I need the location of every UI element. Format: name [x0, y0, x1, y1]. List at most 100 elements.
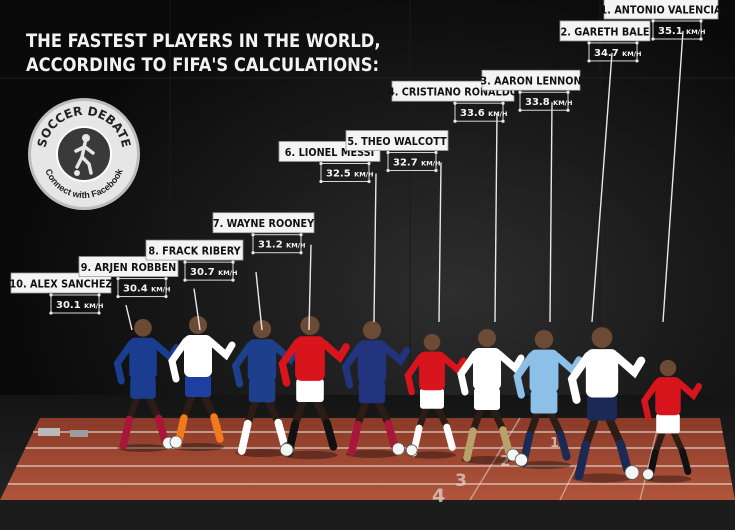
player-figure — [640, 359, 703, 483]
corner-dot — [453, 101, 457, 105]
speed-value-label: 34.7 KM/H — [594, 48, 641, 59]
corner-dot — [386, 168, 390, 173]
corner-dot — [319, 179, 323, 184]
player-figure — [231, 320, 301, 458]
player-name-label: 10. ALEX SANCHEZ — [9, 278, 112, 291]
speed-value-box — [117, 278, 167, 298]
corner-dot — [699, 37, 703, 41]
speed-value-box — [519, 91, 569, 111]
connector-line — [591, 52, 613, 323]
speed-value-box — [50, 294, 100, 314]
corner-dot — [386, 150, 390, 155]
corner-dot — [231, 278, 235, 282]
corner-dot — [183, 260, 187, 264]
speed-value-label: 33.8 KM/H — [525, 97, 572, 108]
corner-dot — [116, 276, 120, 281]
title-line-1: THE FASTEST PLAYERS IN THE WORLD, — [26, 30, 381, 52]
connector-line — [193, 288, 201, 331]
speed-value-label: 30.4 KM/H — [123, 284, 170, 295]
corner-dot — [231, 260, 235, 264]
connector-line — [549, 102, 553, 323]
player-figure — [278, 316, 350, 460]
player-name-box — [145, 239, 244, 261]
corner-dot — [651, 19, 655, 23]
corner-dot — [518, 90, 522, 94]
track-number: 4 — [432, 485, 445, 507]
corner-dot — [164, 276, 168, 281]
corner-dot — [587, 59, 591, 63]
corner-dot — [251, 251, 255, 255]
player-name-box — [10, 272, 112, 294]
corner-dot — [566, 108, 570, 112]
track-number: 2 — [500, 452, 510, 470]
speed-value-label: 35.1 KM/H — [658, 26, 705, 37]
corner-dot — [49, 293, 53, 297]
corner-dot — [453, 119, 457, 123]
player-name-label: 3. AARON LENNON — [480, 75, 581, 88]
speed-value-box — [252, 234, 302, 254]
player-name-box — [345, 130, 449, 151]
corner-dot — [501, 119, 505, 123]
starting-block — [38, 428, 60, 436]
player-figure — [457, 329, 525, 464]
player-name-box — [212, 212, 315, 234]
speed-value-label: 32.5 KM/H — [326, 168, 373, 179]
corner-dot — [434, 150, 438, 155]
speed-value-box — [588, 42, 638, 62]
track-lanes: 1 2 34 — [7, 417, 733, 507]
speed-value-label: 30.7 KM/H — [190, 267, 237, 278]
connector-line — [662, 30, 684, 323]
track-number: 3 — [455, 471, 467, 491]
soccer-debate-logo[interactable]: SOCCER DEBATE Connect with Facebook — [28, 98, 140, 210]
starting-block — [70, 430, 88, 437]
corner-dot — [566, 90, 570, 94]
player-name-box — [481, 69, 581, 91]
connector-line — [373, 173, 377, 323]
speed-value-label: 30.1 KM/H — [56, 300, 103, 311]
corner-dot — [501, 101, 505, 105]
corner-dot — [164, 294, 168, 299]
corner-dot — [587, 41, 591, 45]
corner-dot — [635, 59, 639, 63]
title-line-2: ACCORDING TO FIFA'S CALCULATIONS: — [26, 54, 380, 76]
speed-value-box — [387, 152, 437, 172]
speed-value-box — [454, 102, 504, 122]
player-name-label: 5. THEO WALCOTT — [347, 135, 447, 148]
player-name-label: 1. ANTONIO VALENCIA — [601, 4, 722, 17]
player-name-box — [603, 0, 719, 20]
corner-dot — [699, 19, 703, 23]
speed-value-box — [184, 261, 234, 281]
corner-dot — [299, 251, 303, 255]
player-figure — [168, 316, 236, 451]
connector-line — [308, 244, 312, 331]
player-figure — [567, 327, 646, 483]
corner-dot — [367, 179, 371, 184]
corner-dot — [651, 37, 655, 41]
corner-dot — [183, 278, 187, 282]
player-figure — [341, 321, 411, 459]
connector-line — [255, 272, 263, 331]
corner-dot — [116, 294, 120, 299]
player-figure — [404, 333, 467, 459]
track-marking — [469, 417, 521, 501]
corner-dot — [367, 161, 371, 166]
speed-value-label: 33.6 KM/H — [460, 108, 507, 119]
corner-dot — [518, 108, 522, 112]
corner-dot — [635, 41, 639, 45]
player-name-box — [78, 256, 179, 277]
player-name-label: 7. WAYNE ROONEY — [213, 218, 315, 231]
running-track — [0, 418, 735, 500]
corner-dot — [251, 233, 255, 237]
corner-dot — [97, 311, 101, 315]
corner-dot — [299, 233, 303, 237]
connector-line — [494, 113, 498, 323]
player-name-label: 2. GARETH BALE — [560, 26, 649, 39]
player-name-label: 9. ARJEN ROBBEN — [81, 262, 177, 275]
connector-line — [125, 304, 133, 331]
corner-dot — [97, 293, 101, 297]
player-name-label: 8. FRACK RIBERY — [148, 245, 241, 258]
connector-line — [438, 162, 442, 323]
